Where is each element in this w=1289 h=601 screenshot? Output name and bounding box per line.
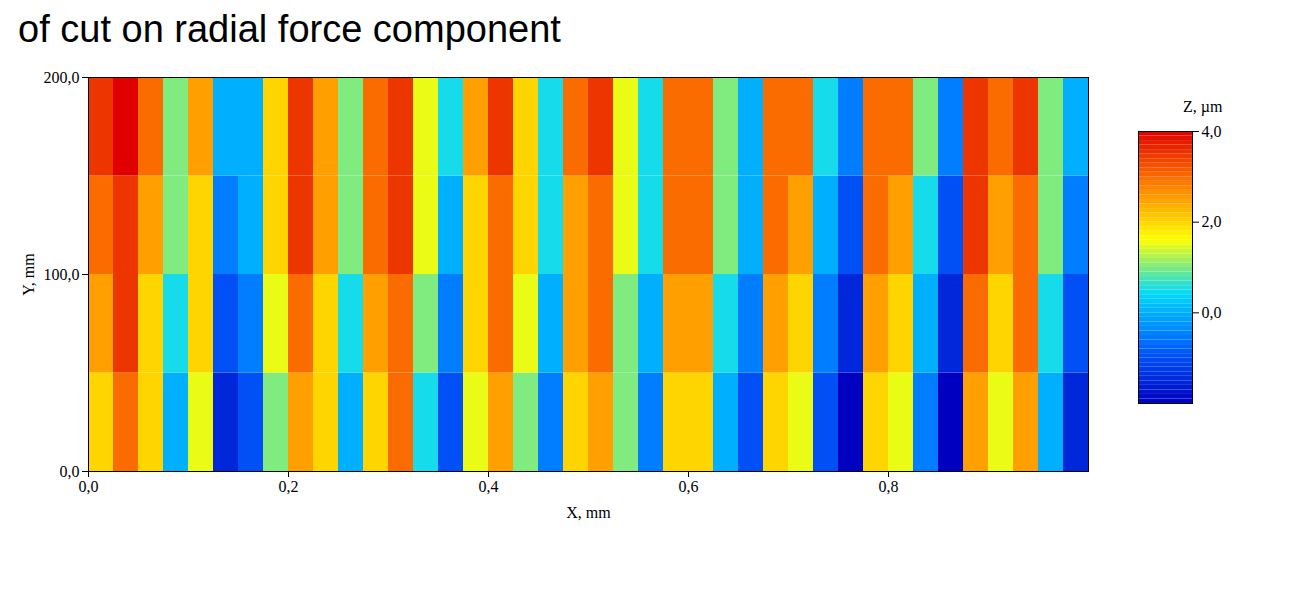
svg-text:0,4: 0,4 xyxy=(479,478,499,495)
svg-text:2,0: 2,0 xyxy=(1202,213,1222,230)
svg-text:200,0: 200,0 xyxy=(44,69,80,86)
svg-text:4,0: 4,0 xyxy=(1202,123,1222,140)
svg-text:Y, mm: Y, mm xyxy=(20,253,37,296)
svg-text:0,0: 0,0 xyxy=(79,478,99,495)
html-text:of cut on radial force compone: of cut on radial force component xyxy=(18,8,561,50)
svg-text:0,2: 0,2 xyxy=(279,478,299,495)
svg-text:0,0: 0,0 xyxy=(1202,304,1222,321)
svg-text:0,8: 0,8 xyxy=(879,478,899,495)
svg-text:0,6: 0,6 xyxy=(679,478,699,495)
svg-text:0,0: 0,0 xyxy=(60,463,80,480)
svg-text:100,0: 100,0 xyxy=(44,266,80,283)
svg-text:X, mm: X, mm xyxy=(566,504,611,521)
svg-text:Z, µm: Z, µm xyxy=(1183,98,1223,116)
